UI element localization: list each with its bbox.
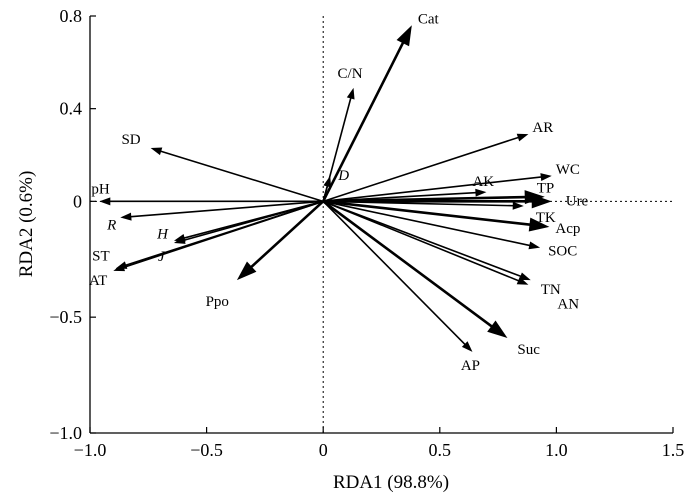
vector-cat: Cat [322,11,440,202]
vector-shaft [322,136,521,203]
vector-label: Suc [517,342,540,358]
vector-shaft [323,200,532,227]
vector-arrowhead [99,197,111,206]
vector-arrowhead [512,201,524,210]
vector-arrowhead [236,261,257,281]
vector-ap: AP [322,200,480,374]
vector-label: ST [92,249,110,265]
vector-arrowhead [531,194,552,209]
vector-acp: Acp [323,200,580,237]
vector-label: WC [556,162,580,178]
vector-label: AN [557,297,579,313]
plot-frame [89,16,673,434]
vector-label: AT [89,273,107,289]
vector-ure: Ure [323,193,589,209]
x-tick-label: 1.5 [662,440,685,460]
vector-shaft [323,200,532,247]
vector-arrowhead [540,173,552,182]
vector-tn: TN [322,200,561,298]
y-tick-label: 0.8 [60,6,83,26]
vector-shaft [323,176,543,203]
vector-label: J [158,249,166,265]
vector-shaft [322,40,405,202]
vector-shaft [322,184,329,202]
vector-arrowhead [516,133,529,142]
vector-arrowhead [487,320,508,339]
y-axis-title: RDA2 (0.6%) [16,171,37,278]
vector-arrowhead [519,272,531,281]
vector-label: AP [461,358,480,374]
vector-label: AR [532,120,553,136]
x-tick-label: 0.5 [429,440,452,460]
vector-shaft [323,200,515,207]
vector-arrowhead [475,188,487,197]
vector-arrowhead [323,175,332,188]
vector-j: J [158,200,324,265]
vector-r: R [106,200,324,234]
vector-wc: WC [323,162,580,203]
vector-shaft [121,200,324,269]
vector-arrowhead [528,241,541,250]
vector-arrowhead [346,87,355,100]
x-tick-label: 1.0 [545,440,568,460]
vector-arrowhead [120,212,132,221]
vector-label: SD [121,132,140,148]
vector-label: Ure [566,193,589,209]
vector-arrowhead [528,217,550,232]
vector-label: D [337,168,349,184]
vector-arrowhead [396,25,412,47]
vector-label: TN [541,282,561,298]
vector-shaft [129,200,324,218]
vector-shaft [322,200,467,347]
vector-an: AN [322,200,579,313]
y-tick-label: −1.0 [49,423,82,443]
vector-d: D [322,168,349,202]
vector-arrowhead [113,263,126,272]
vector-label: H [156,227,169,243]
vector-label: C/N [338,66,363,82]
vector-shaft [322,200,494,329]
x-tick-label: 0 [319,440,328,460]
vector-shaft [182,200,324,242]
y-tick-label: 0.4 [60,99,83,119]
vector-tk: TK [323,200,556,226]
axis-ticks: −1.0 −0.5 0 0.5 1.0 1.5 −1.0 −0.5 0 0.4 0.8 [49,6,684,460]
vector-arrowhead [150,147,163,156]
vector-shaft [322,200,521,283]
vector-shaft [158,149,324,203]
vector-label: Cat [418,11,440,27]
x-axis-title: RDA1 (98.8%) [333,472,449,493]
vector-ar: AR [322,120,553,203]
y-tick-label: −0.5 [49,307,82,327]
vector-label: pH [91,181,110,197]
vector-soc: SOC [323,200,577,260]
vector-shaft [322,200,523,278]
vector-ppo: Ppo [206,200,325,310]
vector-label: Ppo [206,294,229,310]
vector-shaft [249,200,325,269]
vector-label: TP [537,181,555,197]
x-tick-label: −0.5 [190,440,223,460]
x-tick-label: −1.0 [74,440,107,460]
y-tick-label: 0 [73,191,82,211]
vector-sd: SD [121,132,324,203]
vector-arrowhead [173,236,186,244]
vector-suc: Suc [322,200,540,358]
vector-ph: pH [91,181,324,206]
vector-label: TK [536,210,556,226]
vector-arrowhead [516,276,529,285]
vector-at: AT [89,200,324,289]
vector-label: SOC [548,244,577,260]
vector-label: Acp [555,221,580,237]
vector-label: R [106,218,116,234]
vector-arrowhead [461,341,473,352]
vector-label: AK [472,174,494,190]
